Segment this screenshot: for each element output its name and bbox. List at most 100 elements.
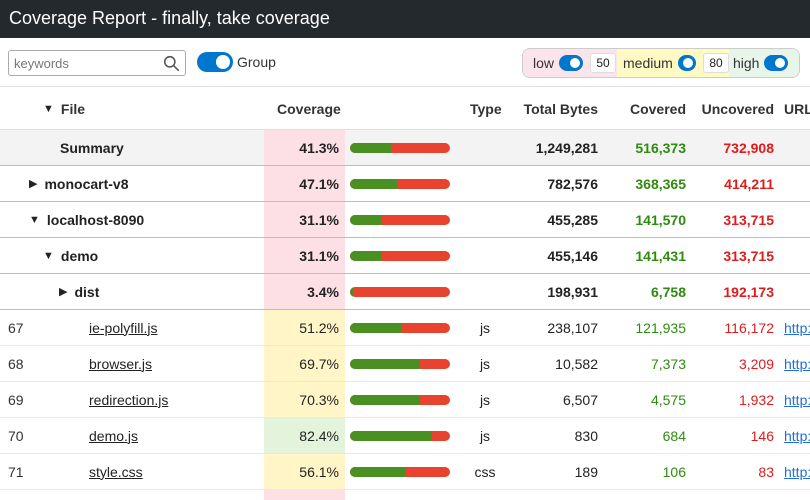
file-type: js [479, 319, 491, 336]
coverage-bar [350, 142, 450, 153]
total-bytes: 198,931 [547, 283, 598, 300]
file-name-link[interactable]: demo.js [89, 427, 139, 444]
url-text[interactable]: http:// [784, 463, 810, 480]
low-threshold-input[interactable] [590, 53, 617, 73]
group-row[interactable]: ▶ dist 3.4% 198,931 6,758 192,173 [0, 274, 810, 310]
coverage-bar [350, 358, 450, 369]
row-name-cell[interactable]: ▼ localhost-8090 [29, 202, 144, 237]
collapse-icon[interactable]: ▼ [43, 249, 54, 262]
coverage-bar-cell [350, 310, 450, 345]
url-link[interactable]: http:// [784, 454, 810, 489]
coverage-bar [350, 430, 450, 441]
sort-triangle-icon: ▼ [43, 102, 54, 115]
covered-bytes: 368,365 [635, 175, 686, 192]
high-threshold-input[interactable] [703, 53, 729, 73]
header-coverage[interactable]: Coverage [277, 100, 341, 117]
expand-icon[interactable]: ▶ [29, 178, 38, 190]
file-row[interactable]: 69 redirection.js 70.3% js 6,507 4,575 1,932 ht… [0, 382, 810, 418]
row-name-cell[interactable]: ▶ dist [59, 274, 99, 309]
coverage-bar-fill [350, 466, 407, 477]
level-high-label: high [733, 55, 760, 71]
group-label: Group [237, 54, 276, 70]
row-name-cell[interactable]: browser.js [89, 346, 152, 381]
level-medium-label: medium [623, 55, 673, 71]
total-bytes: 455,146 [547, 247, 598, 264]
row-index: 67 [8, 319, 24, 336]
covered-bytes: 141,570 [635, 211, 686, 228]
file-name-link[interactable]: redirection.js [89, 391, 169, 408]
file-name-link[interactable]: ie-polyfill.js [89, 319, 158, 336]
group-row[interactable]: ▼ localhost-8090 31.1% 455,285 141,570 313,71… [0, 202, 810, 238]
coverage-bar-cell [350, 274, 450, 309]
total-bytes: 830 [574, 427, 598, 444]
url-link[interactable]: http:// [784, 310, 810, 345]
coverage-percent: 51.2% [264, 310, 345, 345]
coverage-percent: 47.1% [264, 166, 345, 201]
coverage-percent: 31.1% [264, 238, 345, 273]
file-name-link[interactable]: browser.js [89, 355, 153, 372]
row-name-cell[interactable]: ▼ demo [43, 238, 98, 273]
coverage-grid: ▼ File Coverage Type Total Bytes Covered… [0, 88, 810, 500]
file-row[interactable]: 71 style.css 56.1% css 189 106 83 http:// [0, 454, 810, 490]
total-bytes: 6,507 [562, 391, 598, 408]
row-name-cell[interactable]: style.css [89, 454, 143, 489]
header-total-bytes[interactable]: Total Bytes [523, 100, 598, 117]
header-uncovered[interactable]: Uncovered [701, 100, 774, 117]
coverage-level-filters: low medium high [522, 48, 800, 78]
uncovered-bytes: 146 [750, 427, 774, 444]
uncovered-bytes: 83 [758, 463, 774, 480]
total-bytes: 10,582 [555, 355, 598, 372]
covered-bytes: 516,373 [635, 139, 686, 156]
search-icon[interactable] [163, 55, 180, 72]
total-bytes: 238,107 [547, 319, 598, 336]
file-type: css [474, 463, 496, 480]
level-medium: medium [617, 49, 729, 77]
url-link[interactable]: http:// [784, 382, 810, 417]
group-name: demo [60, 247, 99, 264]
coverage-percent: 69.7% [264, 346, 345, 381]
file-row[interactable]: 68 browser.js 69.7% js 10,582 7,373 3,209 http:… [0, 346, 810, 382]
url-link[interactable]: http:// [784, 346, 810, 381]
row-name-cell[interactable]: demo.js [89, 418, 138, 453]
group-row[interactable]: ▶ monocart-v8 47.1% 782,576 368,365 414,211 [0, 166, 810, 202]
coverage-bar-cell [350, 382, 450, 417]
row-name-cell[interactable]: ie-polyfill.js [89, 310, 157, 345]
level-low: low [523, 49, 617, 77]
total-bytes: 189 [574, 463, 598, 480]
header-file-label: File [60, 100, 86, 117]
file-row[interactable]: 67 ie-polyfill.js 51.2% js 238,107 121,935 116… [0, 310, 810, 346]
file-row[interactable]: 70 demo.js 82.4% js 830 684 146 http:// [0, 418, 810, 454]
group-toggle[interactable] [197, 52, 233, 72]
group-row[interactable]: ▼ demo 31.1% 455,146 141,431 313,715 [0, 238, 810, 274]
summary-row[interactable]: Summary 41.3% 1,249,281 516,373 732,908 [0, 130, 810, 166]
coverage-bar-fill [350, 394, 421, 405]
expand-icon[interactable]: ▶ [59, 286, 68, 298]
coverage-bar-cell [350, 130, 450, 165]
url-text[interactable]: http:// [784, 319, 810, 336]
level-high-toggle[interactable] [764, 55, 789, 71]
url-link[interactable]: http:// [784, 418, 810, 453]
collapse-icon[interactable]: ▼ [29, 213, 40, 226]
coverage-bar-fill [350, 430, 433, 441]
url-text[interactable]: http:// [784, 391, 810, 408]
search-input[interactable] [14, 52, 164, 74]
header-covered[interactable]: Covered [629, 100, 686, 117]
url-text[interactable]: http:// [784, 355, 810, 372]
row-name-cell[interactable]: ▶ monocart-v8 [29, 166, 129, 201]
level-low-toggle[interactable] [559, 55, 584, 71]
coverage-bar-cell [350, 418, 450, 453]
url-text[interactable]: http:// [784, 427, 810, 444]
row-name-cell[interactable]: redirection.js [89, 382, 168, 417]
row-index: 69 [8, 391, 24, 408]
coverage-bar [350, 214, 450, 225]
level-medium-toggle[interactable] [677, 55, 696, 71]
row-index: 68 [8, 355, 24, 372]
file-name-link[interactable]: style.css [89, 463, 143, 480]
coverage-bar-fill [350, 214, 382, 225]
header-url[interactable]: URL [784, 100, 810, 117]
header-file[interactable]: ▼ File [43, 88, 85, 129]
covered-bytes: 141,431 [635, 247, 686, 264]
header-type[interactable]: Type [470, 100, 502, 117]
coverage-bar-cell [350, 166, 450, 201]
search-box [8, 50, 186, 76]
